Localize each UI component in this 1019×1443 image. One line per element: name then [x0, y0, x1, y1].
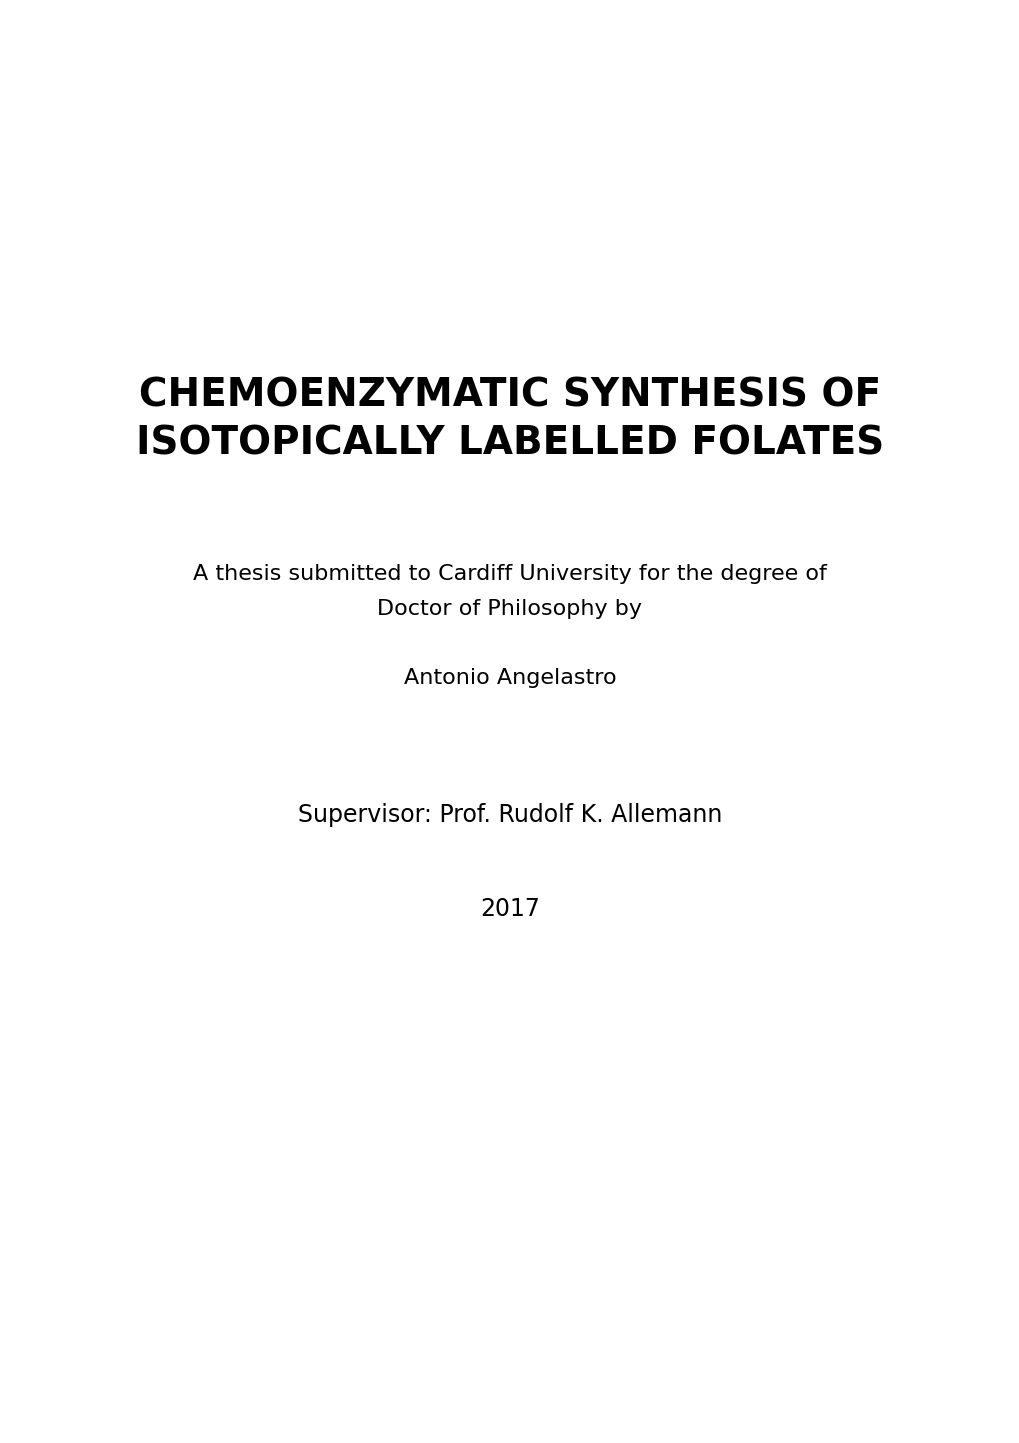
Text: Doctor of Philosophy by: Doctor of Philosophy by [377, 599, 642, 619]
Text: A thesis submitted to Cardiff University for the degree of: A thesis submitted to Cardiff University… [193, 564, 826, 584]
Text: Antonio Angelastro: Antonio Angelastro [404, 668, 615, 688]
Text: 2017: 2017 [480, 898, 539, 921]
Text: ISOTOPICALLY LABELLED FOLATES: ISOTOPICALLY LABELLED FOLATES [136, 424, 883, 462]
Text: Supervisor: Prof. Rudolf K. Allemann: Supervisor: Prof. Rudolf K. Allemann [298, 804, 721, 827]
Text: CHEMOENZYMATIC SYNTHESIS OF: CHEMOENZYMATIC SYNTHESIS OF [139, 377, 880, 414]
